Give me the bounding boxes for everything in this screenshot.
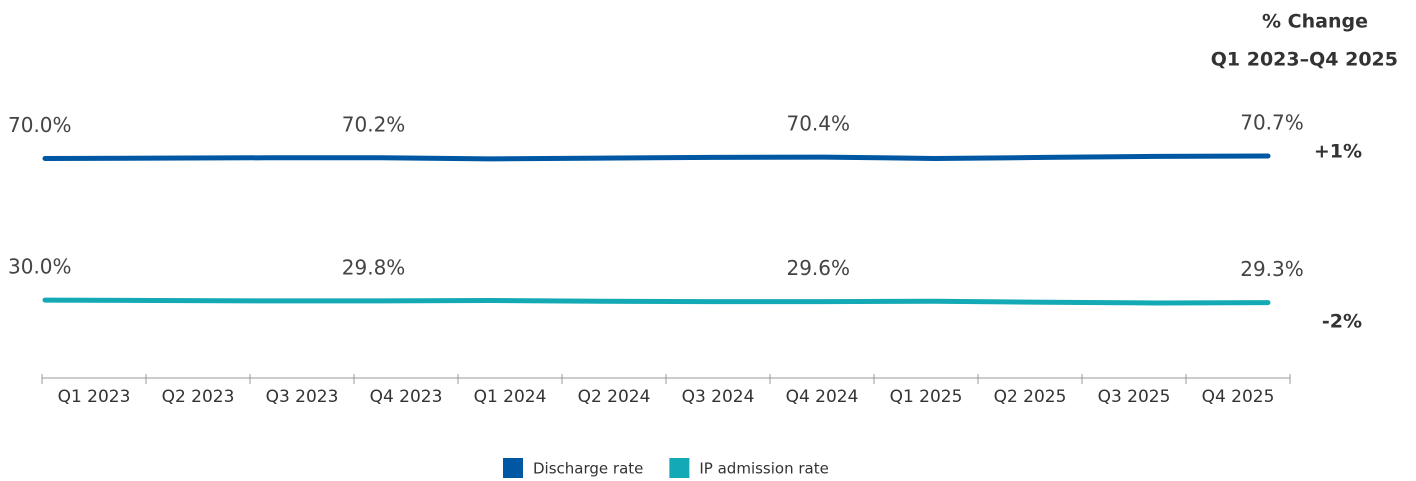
x-tick-label: Q3 2025: [1098, 387, 1171, 407]
x-tick-label: Q3 2024: [682, 387, 755, 407]
x-tick-label: Q2 2023: [162, 387, 235, 407]
legend-label: Discharge rate: [533, 460, 643, 478]
line: [42, 297, 1271, 306]
value-label: 70.4%: [786, 112, 850, 136]
x-tick-label: Q3 2023: [266, 387, 339, 407]
x-tick-label: Q2 2025: [994, 387, 1067, 407]
x-tick-label: Q4 2023: [370, 387, 443, 407]
line: [42, 153, 1271, 162]
value-label: 29.8%: [342, 255, 406, 279]
x-tick-label: Q1 2025: [890, 387, 963, 407]
change-label: +1%: [1314, 141, 1362, 163]
value-label: 29.6%: [786, 256, 850, 280]
change-header: Q1 2023–Q4 2025: [1211, 49, 1398, 71]
change-label: -2%: [1322, 311, 1362, 333]
value-label: 70.0%: [8, 113, 72, 137]
x-tick-label: Q1 2023: [58, 387, 131, 407]
legend-label: IP admission rate: [699, 460, 828, 478]
value-label: 70.7%: [1240, 111, 1304, 135]
x-tick-label: Q4 2024: [786, 387, 859, 407]
value-label: 29.3%: [1240, 257, 1304, 281]
legend-swatch: [669, 458, 690, 478]
change-header: % Change: [1262, 11, 1368, 33]
x-tick-label: Q1 2024: [474, 387, 547, 407]
legend-swatch: [503, 458, 523, 478]
x-tick-label: Q4 2025: [1202, 387, 1275, 407]
value-label: 70.2%: [342, 112, 406, 136]
value-label: 30.0%: [8, 255, 72, 279]
x-tick-label: Q2 2024: [578, 387, 651, 407]
